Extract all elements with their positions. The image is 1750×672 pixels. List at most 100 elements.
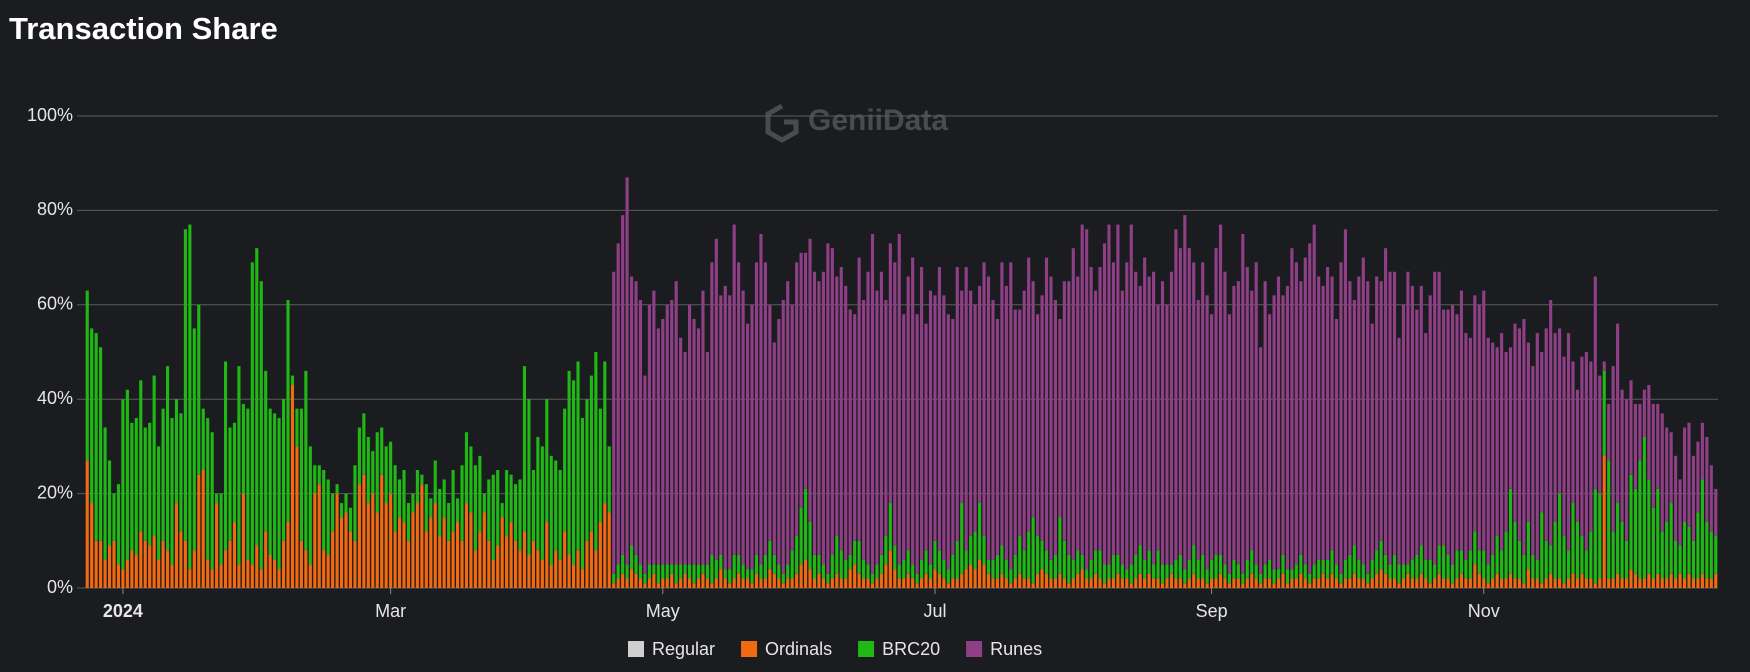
bar-segment xyxy=(754,262,759,555)
bar-segment xyxy=(1647,573,1651,588)
bar-segment xyxy=(692,564,696,584)
bar-segment xyxy=(94,540,98,588)
bar-segment xyxy=(1616,323,1620,504)
bar-segment xyxy=(848,554,852,570)
bar-segment xyxy=(1250,573,1254,588)
bar-segment xyxy=(371,451,375,494)
bar-segment xyxy=(1486,337,1490,565)
bar-segment xyxy=(1294,578,1298,588)
bar-segment xyxy=(1535,578,1539,588)
bar-segment xyxy=(259,281,263,570)
bar-segment xyxy=(1584,352,1588,551)
bar-segment xyxy=(683,352,687,565)
bar-segment xyxy=(1120,564,1124,579)
bar-segment xyxy=(433,503,437,588)
bar-segment xyxy=(1294,262,1298,565)
legend-label[interactable]: Ordinals xyxy=(765,639,832,659)
bar-segment xyxy=(969,536,973,565)
bar-segment xyxy=(1691,578,1696,588)
bar-segment xyxy=(1682,521,1687,579)
bar-segment xyxy=(1633,403,1638,489)
bar-segment xyxy=(1647,385,1651,480)
bar-segment xyxy=(1062,578,1066,588)
bar-segment xyxy=(1714,536,1718,574)
bar-segment xyxy=(1384,248,1388,555)
bar-segment xyxy=(1098,267,1102,551)
bar-segment xyxy=(710,262,714,555)
bar-segment xyxy=(1147,550,1151,574)
bar-segment xyxy=(973,531,977,570)
bar-segment xyxy=(1053,300,1057,555)
legend-label[interactable]: BRC20 xyxy=(882,639,940,659)
bar-segment xyxy=(1152,271,1156,565)
bar-segment xyxy=(1343,578,1348,588)
bar-segment xyxy=(1281,295,1285,555)
bar-segment xyxy=(1638,578,1642,588)
bar-segment xyxy=(1254,262,1258,565)
legend-swatch[interactable] xyxy=(628,641,644,657)
y-tick-label: 40% xyxy=(37,388,73,408)
bar-segment xyxy=(857,573,861,588)
bar-segment xyxy=(273,413,277,560)
bar-segment xyxy=(1343,559,1348,579)
legend-label[interactable]: Runes xyxy=(990,639,1042,659)
bar-segment xyxy=(893,569,897,588)
bar-segment xyxy=(1397,564,1401,584)
bar-segment xyxy=(1218,554,1223,574)
legend-swatch[interactable] xyxy=(741,641,758,657)
legend-swatch[interactable] xyxy=(858,641,875,657)
bar-segment xyxy=(366,436,370,504)
bar-segment xyxy=(1053,578,1057,588)
bar-segment xyxy=(1067,554,1071,584)
bar-segment xyxy=(1392,578,1397,588)
bar-segment xyxy=(768,569,772,588)
bar-segment xyxy=(790,304,794,551)
bar-segment xyxy=(1361,257,1365,565)
bar-segment xyxy=(621,554,625,574)
bar-segment xyxy=(545,521,549,588)
bar-segment xyxy=(674,583,678,588)
bar-segment xyxy=(888,243,892,504)
y-tick-label: 0% xyxy=(47,577,73,597)
bar-segment xyxy=(1415,309,1419,555)
bar-segment xyxy=(406,540,411,588)
bar-segment xyxy=(571,380,576,565)
bar-segment xyxy=(277,569,281,588)
bar-segment xyxy=(821,564,825,579)
bar-segment xyxy=(1428,583,1432,588)
legend-label[interactable]: Regular xyxy=(652,639,715,659)
bar-segment xyxy=(130,422,134,551)
bar-segment xyxy=(1607,578,1611,588)
bar-segment xyxy=(1352,573,1356,588)
bar-segment xyxy=(750,569,754,584)
bar-segment xyxy=(1018,536,1022,574)
bar-segment xyxy=(1031,517,1035,584)
bar-segment xyxy=(371,493,375,588)
bar-segment xyxy=(1321,559,1325,574)
bar-segment xyxy=(1620,389,1624,522)
bar-segment xyxy=(464,503,469,588)
bar-segment xyxy=(777,318,781,565)
bar-segment xyxy=(1227,583,1232,588)
x-tick-label: May xyxy=(646,601,680,621)
bar-segment xyxy=(1562,356,1566,537)
bar-segment xyxy=(469,446,473,513)
bar-segment xyxy=(1669,503,1673,574)
bar-segment xyxy=(795,262,799,537)
bar-segment xyxy=(888,503,892,551)
bar-segment xyxy=(1611,578,1615,588)
bar-segment xyxy=(1504,578,1508,588)
bar-segment xyxy=(964,569,968,588)
bar-segment xyxy=(1624,540,1629,579)
bar-segment xyxy=(1160,281,1165,565)
bar-segment xyxy=(1085,229,1089,570)
bar-segment xyxy=(652,564,656,574)
bar-segment xyxy=(1544,540,1548,579)
bar-segment xyxy=(830,248,834,555)
bar-segment xyxy=(723,285,727,570)
bar-segment xyxy=(942,578,946,588)
bar-segment xyxy=(397,517,402,588)
legend-swatch[interactable] xyxy=(966,641,983,657)
bar-segment xyxy=(1044,550,1049,574)
